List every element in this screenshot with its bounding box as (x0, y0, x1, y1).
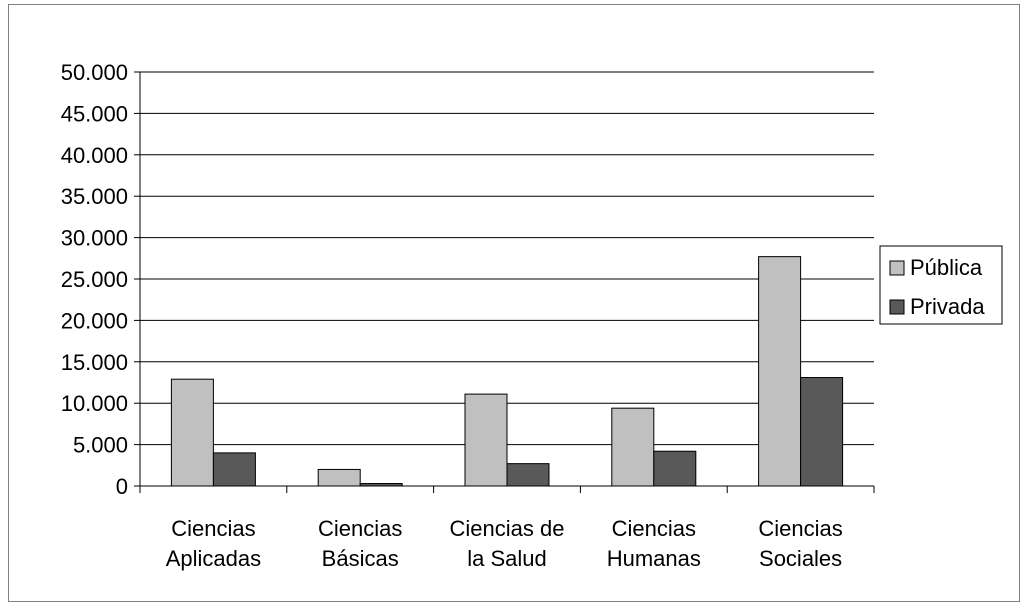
bar-privada (800, 377, 844, 487)
bar-publica (611, 407, 655, 487)
y-tick-label: 45.000 (61, 101, 128, 126)
chart-frame (8, 4, 1020, 602)
bar-privada (653, 450, 697, 487)
y-tick-label: 40.000 (61, 143, 128, 168)
legend-box (879, 245, 1003, 325)
x-category-label: la Salud (467, 546, 547, 571)
x-category-label: Ciencias (758, 516, 842, 541)
y-tick-label: 25.000 (61, 267, 128, 292)
bar-privada (506, 463, 550, 487)
x-category-label: Ciencias (612, 516, 696, 541)
y-tick-label: 15.000 (61, 350, 128, 375)
bar-privada (359, 483, 403, 487)
bar-publica (317, 468, 361, 487)
y-tick-label: 50.000 (61, 60, 128, 85)
x-category-label: Aplicadas (166, 546, 261, 571)
y-tick-label: 10.000 (61, 391, 128, 416)
x-category-label: Ciencias (318, 516, 402, 541)
y-tick-label: 5.000 (73, 433, 128, 458)
x-category-label: Ciencias (171, 516, 255, 541)
legend-label: Privada (910, 294, 985, 319)
legend-label: Pública (910, 255, 983, 280)
bar-privada (212, 452, 256, 487)
y-tick-label: 0 (116, 474, 128, 499)
x-category-label: Ciencias de (450, 516, 565, 541)
legend-swatch (889, 260, 905, 276)
bar-publica (758, 256, 802, 487)
y-tick-label: 35.000 (61, 184, 128, 209)
x-category-label: Humanas (607, 546, 701, 571)
y-tick-label: 20.000 (61, 308, 128, 333)
bar-publica (464, 393, 508, 487)
y-tick-label: 30.000 (61, 226, 128, 251)
x-category-label: Sociales (759, 546, 842, 571)
legend-swatch (889, 299, 905, 315)
bar-publica (170, 378, 214, 487)
x-category-label: Básicas (322, 546, 399, 571)
